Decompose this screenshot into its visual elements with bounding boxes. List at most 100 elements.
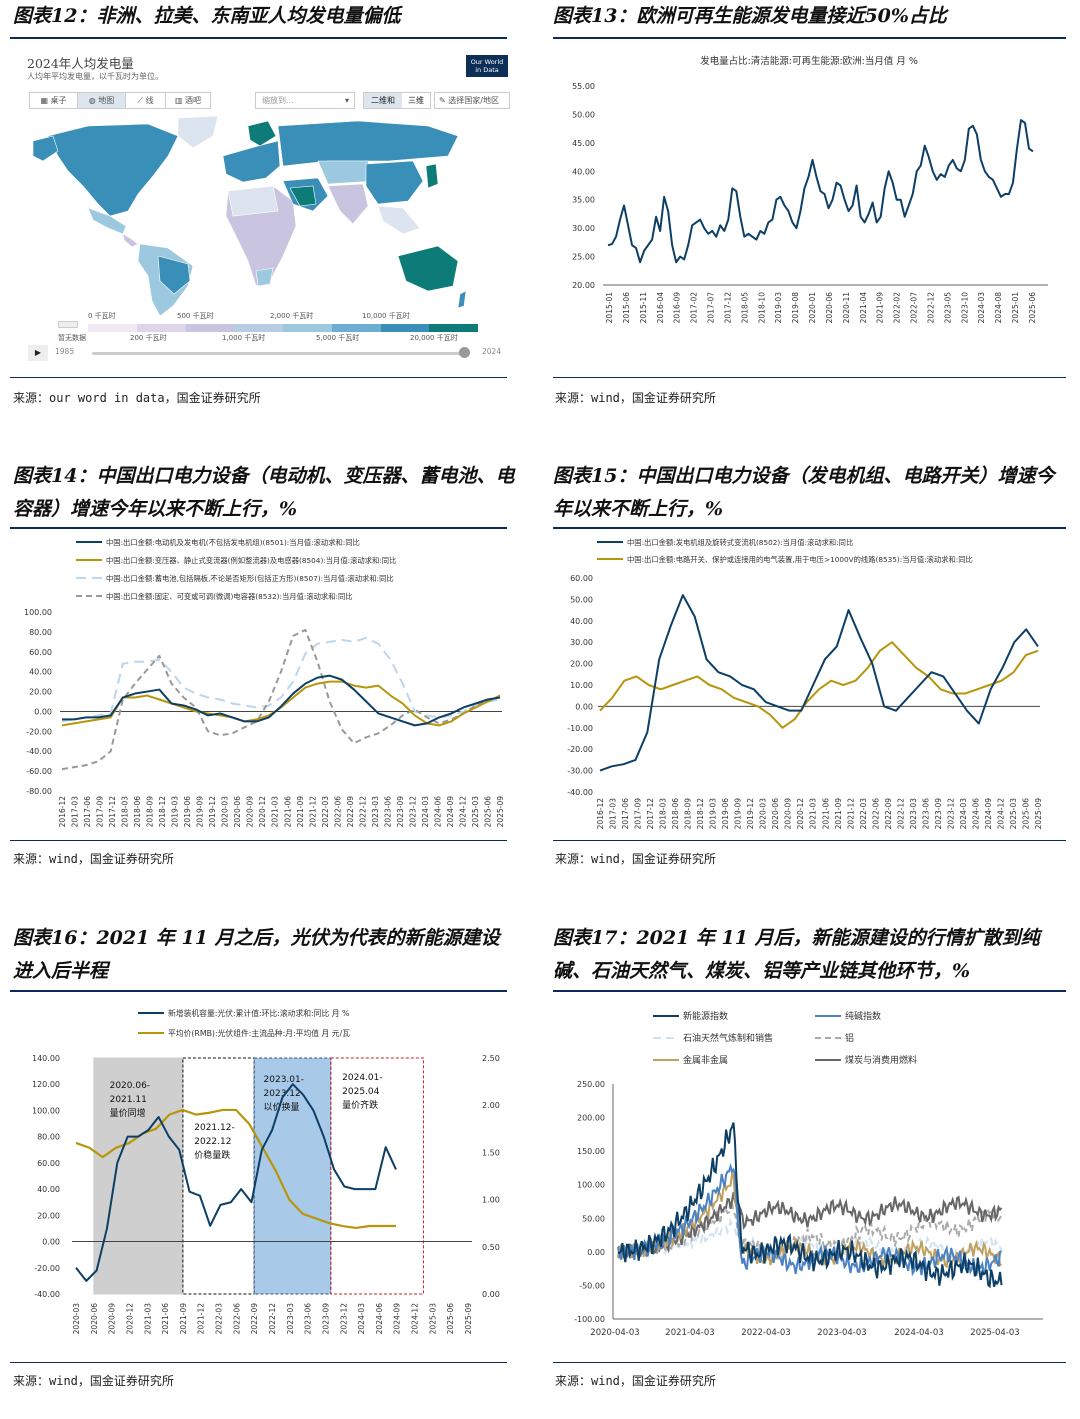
figure-15-source: 来源：wind，国金证券研究所 [555, 852, 716, 866]
y2-tick-label: 1.50 [482, 1148, 500, 1157]
select-country-button[interactable]: ✎ 选择国家/地区 [434, 92, 510, 109]
x-tick-label: 2023-06 [304, 1303, 313, 1335]
x-tick-label: 2023-04-03 [817, 1328, 866, 1338]
zoom-select[interactable]: 缩放到... ▾ [255, 92, 355, 109]
owid-map-panel: 2024年人均发电量 人均年平均发电量，以千瓦时为单位。 Our World in… [10, 40, 510, 373]
annotation-label: 量价齐跌 [342, 1099, 378, 1111]
x-tick-label: 2022-06 [333, 796, 342, 828]
x-tick-label: 2019-03 [709, 798, 718, 830]
period-2024-2025 [330, 1057, 424, 1295]
x-tick-label: 2023-09 [321, 1303, 330, 1335]
x-tick-label: 2017-03 [609, 798, 618, 830]
y2-tick-label: 2.50 [482, 1054, 500, 1063]
x-tick-label: 2022-09 [250, 1303, 259, 1335]
x-tick-label: 2015-11 [639, 292, 648, 324]
x-tick-label: 2024-09 [984, 798, 993, 830]
x-tick-label: 2021-12 [197, 1303, 206, 1335]
x-tick-label: 2023-03 [371, 796, 380, 828]
russia [277, 120, 459, 167]
y-tick-label: -10.00 [567, 724, 593, 733]
x-tick-label: 2023-05 [943, 292, 952, 324]
timeline-start: 1985 [55, 347, 75, 356]
x-tick-label: 2024-06 [971, 798, 980, 830]
y-tick-label: 250.00 [577, 1080, 605, 1089]
legend-label: 新能源指数 [683, 1010, 728, 1022]
x-tick-label: 2025-09 [1034, 798, 1043, 830]
y-tick-label: 25.00 [572, 253, 595, 262]
y-tick-label: 80.00 [37, 1133, 60, 1142]
figure-16-title: 图表16：2021 年 11 月之后，光伏为代表的新能源建设进入后半程 [13, 927, 500, 982]
x-tick-label: 2019-06 [183, 796, 192, 828]
legend-label: 中国:出口金额:电路开关、保护或连接用的电气装置,用于电压>1000V的线路(8… [627, 555, 973, 564]
x-tick-label: 2022-04-03 [741, 1328, 790, 1338]
greenland [177, 116, 219, 149]
x-tick-label: 2021-12 [846, 798, 855, 830]
play-button[interactable]: ▶ [28, 345, 48, 361]
x-tick-label: 2020-04-03 [590, 1328, 639, 1338]
australia [397, 245, 459, 292]
x-tick-label: 2023-06 [921, 798, 930, 830]
figure-14-title: 图表14：中国出口电力设备（电动机、变压器、蓄电池、电容器）增速今年以来不断上行… [13, 465, 515, 520]
figure-12-source: 来源：our word in data，国金证券研究所 [13, 391, 261, 405]
y-tick-label: 200.00 [577, 1114, 605, 1123]
x-tick-label: 2022-06 [232, 1303, 241, 1335]
x-tick-label: 2021-09 [834, 798, 843, 830]
tab-map[interactable]: ◍ 地图 [78, 93, 126, 108]
x-tick-label: 2021-06 [283, 796, 292, 828]
x-tick-label: 2025-03 [471, 796, 480, 828]
x-tick-label: 2017-09 [96, 796, 105, 828]
x-tick-label: 2022-07 [910, 292, 919, 324]
y-tick-label: 10.00 [570, 681, 593, 690]
y-tick-label: 60.00 [570, 574, 593, 583]
x-tick-label: 2024-09 [446, 796, 455, 828]
y-tick-label: 50.00 [582, 1214, 605, 1223]
x-tick-label: 2016-12 [596, 798, 605, 830]
y2-tick-label: 0.50 [482, 1243, 500, 1252]
annotation-label: 以价换量 [264, 1101, 300, 1113]
southeast-asia [377, 205, 421, 235]
new-zealand [457, 290, 467, 309]
legend-label: 石油天然气炼制和销售 [683, 1032, 773, 1044]
x-tick-label: 2018-09 [146, 796, 155, 828]
legend-label: 中国:出口金额:电动机及发电机(不包括发电机组)(8501):当月值:滚动求和:… [106, 538, 360, 547]
divider [10, 1362, 507, 1363]
x-tick-label: 2023-10 [960, 292, 969, 324]
figure-13-source: 来源：wind，国金证券研究所 [555, 391, 716, 405]
x-tick-label: 2020-03 [759, 798, 768, 830]
x-tick-label: 2025-06 [483, 796, 492, 828]
x-tick-label: 2023-12 [408, 796, 417, 828]
legend-swatch-no-data [58, 321, 78, 328]
toggle-2d[interactable]: 二维和 [364, 93, 402, 108]
legend-label: 中国:出口金额:发电机组及旋转式变流机(8502):当月值:滚动求和:同比 [627, 538, 853, 547]
y-tick-label: -60.00 [26, 767, 52, 776]
legend-label: 平均价(RMB):光伏组件:主流品种:月:平均值 月 元/瓦 [168, 1028, 350, 1038]
divider [553, 840, 1066, 841]
x-tick-label: 2024-06 [375, 1303, 384, 1335]
x-tick-label: 2020-12 [125, 1303, 134, 1335]
timeline-handle[interactable] [459, 347, 470, 358]
dimension-toggle: 二维和 三维 [363, 92, 431, 109]
x-tick-label: 2020-09 [246, 796, 255, 828]
tab-line[interactable]: ⟋ 线 [126, 93, 166, 108]
y-tick-label: 35.00 [572, 196, 595, 205]
series-line-switchgear [599, 641, 1039, 729]
y-tick-label: 0.00 [34, 707, 52, 716]
tab-table[interactable]: ▦ 桌子 [30, 93, 78, 108]
x-tick-label: 2018-06 [133, 796, 142, 828]
figure-15-chart: 中国:出口金额:发电机组及旋转式变流机(8502):当月值:滚动求和:同比中国:… [567, 538, 1043, 830]
map-subtitle: 人均年平均发电量，以千瓦时为单位。 [27, 72, 163, 81]
x-tick-label: 2023-06 [383, 796, 392, 828]
tab-bar[interactable]: ▥ 酒吧 [174, 96, 202, 105]
timeline-track[interactable] [92, 352, 464, 355]
x-tick-label: 2023-09 [934, 798, 943, 830]
annotation-label: 价稳量跌 [194, 1149, 230, 1161]
y2-tick-label: 0.00 [482, 1290, 500, 1299]
x-tick-label: 2024-12 [996, 798, 1005, 830]
x-tick-label: 2020-06 [90, 1303, 99, 1335]
x-tick-label: 2017-12 [646, 798, 655, 830]
x-tick-label: 2021-03 [143, 1303, 152, 1335]
x-tick-label: 2024-12 [458, 796, 467, 828]
toggle-3d[interactable]: 三维 [408, 96, 424, 105]
x-tick-label: 2016-12 [58, 796, 67, 828]
brazil [157, 255, 191, 295]
